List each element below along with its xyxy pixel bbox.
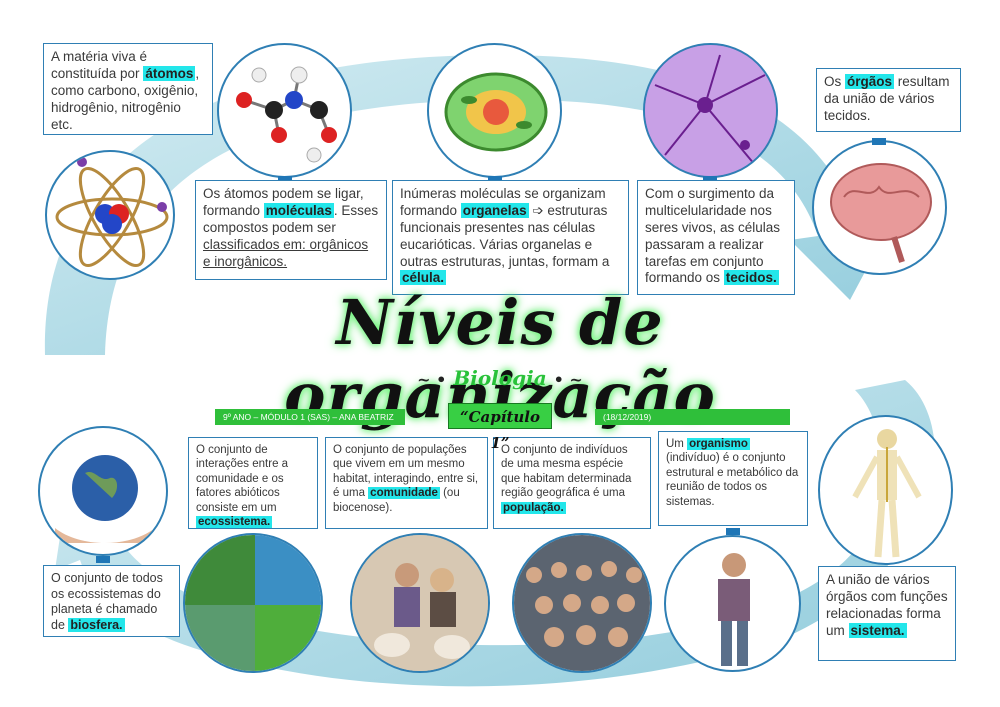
date-bar: (18/12/2019) — [595, 409, 790, 425]
molecule-illustration — [217, 43, 352, 178]
connector-tab — [96, 556, 110, 563]
community-box: O conjunto de populações que vivem em um… — [325, 437, 488, 529]
organism-illustration — [664, 535, 801, 672]
connector-tab — [872, 138, 886, 145]
population-box: O conjunto de indivíduos de uma mesma es… — [493, 437, 651, 529]
connector-tab — [278, 176, 292, 183]
cell-illustration — [427, 43, 562, 178]
organs-box: Os órgãos resultam da união de vários te… — [816, 68, 961, 132]
subtitle: ~ • Biologia • ~ — [395, 366, 605, 390]
subtitle-decor-left: ~ • — [417, 370, 447, 389]
system-box: A união de vários órgãos com funções rel… — [818, 566, 956, 661]
community-illustration — [350, 533, 490, 673]
connector-tab — [488, 176, 502, 183]
molecules-box: Os átomos podem se ligar, formando moléc… — [195, 180, 387, 280]
subtitle-text: Biologia — [453, 366, 547, 390]
ecosystem-box: O conjunto de interações entre a comunid… — [188, 437, 318, 529]
brain-illustration — [812, 140, 947, 275]
author-bar: 9º ANO – MÓDULO 1 (SAS) – ANA BEATRIZ R. — [215, 409, 405, 438]
tissue-illustration — [643, 43, 778, 178]
connector-tab — [703, 176, 717, 183]
connector-tab — [726, 528, 740, 535]
tissues-box: Com o surgimento da multicelularidade no… — [637, 180, 795, 295]
atom-illustration — [45, 150, 175, 280]
subtitle-decor-right: • ~ — [553, 370, 583, 389]
atoms-box: A matéria viva é constituída por átomos,… — [43, 43, 213, 135]
biosphere-box: O conjunto de todos os ecossistemas do p… — [43, 565, 180, 637]
population-illustration — [512, 533, 652, 673]
ecosystem-illustration — [183, 533, 323, 673]
organism-box: Um organismo (indivíduo) é o conjunto es… — [658, 431, 808, 526]
chapter-label: “Capítulo 1” — [448, 403, 552, 452]
cell-box: Inúmeras moléculas se organizam formando… — [392, 180, 629, 295]
body-system-illustration — [818, 415, 953, 565]
earth-hands-illustration — [38, 426, 168, 556]
